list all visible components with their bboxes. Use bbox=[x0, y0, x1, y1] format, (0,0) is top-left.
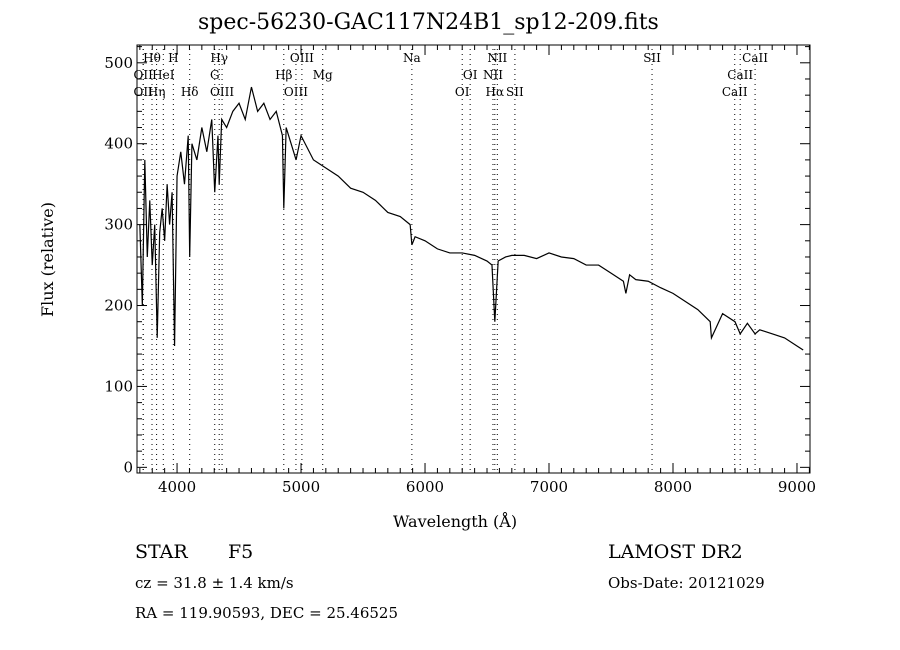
spectrum-line bbox=[139, 86, 804, 351]
line-label: SII bbox=[506, 85, 524, 99]
x-tick-label: 6000 bbox=[406, 478, 444, 496]
line-label: SII bbox=[643, 51, 661, 65]
spectral-subclass: F5 bbox=[228, 541, 254, 563]
line-label: H bbox=[168, 51, 178, 65]
line-label: Na bbox=[403, 51, 421, 65]
line-label: Hδ bbox=[181, 85, 199, 99]
line-label: OI bbox=[463, 68, 478, 82]
line-label: NII bbox=[483, 68, 503, 82]
line-label: OIII bbox=[290, 51, 314, 65]
y-tick-label: 300 bbox=[104, 216, 133, 234]
obs-date: Obs-Date: 20121029 bbox=[608, 574, 765, 592]
x-tick-label: 8000 bbox=[654, 478, 692, 496]
y-tick-label: 200 bbox=[104, 297, 133, 315]
redshift-text: cz = 31.8 ± 1.4 km/s bbox=[135, 574, 294, 592]
line-label: CaII bbox=[742, 51, 768, 65]
line-label: NII bbox=[487, 51, 507, 65]
line-label: CaII bbox=[722, 85, 748, 99]
x-tick-label: 7000 bbox=[530, 478, 568, 496]
line-label: OI bbox=[455, 85, 470, 99]
chart-title: spec-56230-GAC117N24B1_sp12-209.fits bbox=[198, 10, 659, 35]
survey-label: LAMOST DR2 bbox=[608, 541, 743, 563]
y-axis-label: Flux (relative) bbox=[37, 202, 57, 317]
y-tick-label: 0 bbox=[123, 458, 133, 476]
x-tick-label: 5000 bbox=[282, 478, 320, 496]
x-tick-label: 9000 bbox=[778, 478, 816, 496]
line-label: Hη bbox=[148, 85, 166, 99]
y-tick-label: 500 bbox=[104, 54, 133, 72]
x-axis-label: Wavelength (Å) bbox=[393, 512, 518, 531]
line-label: Mg bbox=[313, 68, 333, 82]
line-label: Hβ bbox=[275, 68, 292, 82]
line-label: G bbox=[210, 68, 220, 82]
y-tick-label: 400 bbox=[104, 135, 133, 153]
x-tick-label: 4000 bbox=[158, 478, 196, 496]
spectral-class: STAR bbox=[135, 541, 188, 563]
y-tick-label: 100 bbox=[104, 377, 133, 395]
line-label: OIII bbox=[210, 85, 234, 99]
line-label: OIII bbox=[284, 85, 308, 99]
line-label: CaII bbox=[727, 68, 753, 82]
line-label: Hγ bbox=[210, 51, 228, 65]
coordinates: RA = 119.90593, DEC = 25.46525 bbox=[135, 604, 399, 622]
line-label: Hα bbox=[486, 85, 505, 99]
plot-frame bbox=[136, 44, 811, 474]
line-label: HeI bbox=[152, 68, 175, 82]
